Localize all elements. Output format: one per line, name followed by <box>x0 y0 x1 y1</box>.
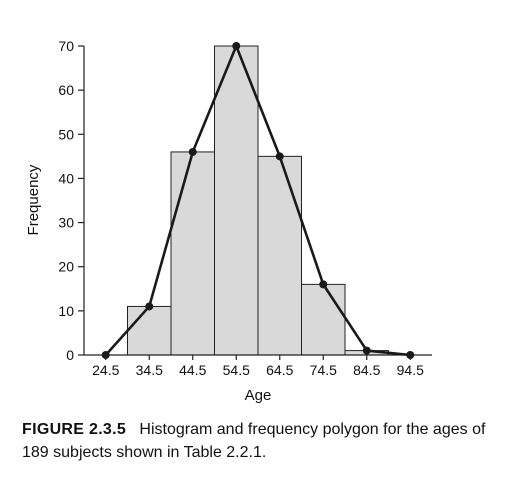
x-tick-label: 94.5 <box>397 362 424 378</box>
y-axis-ticks: 0 10 20 30 40 50 60 70 <box>58 38 84 363</box>
x-axis-label: Age <box>245 387 272 404</box>
polygon-point <box>232 42 241 50</box>
x-tick-label: 44.5 <box>179 362 206 378</box>
y-axis-label: Frequency <box>25 164 42 235</box>
figure-caption: FIGURE 2.3.5 Histogram and frequency pol… <box>22 418 502 464</box>
polygon-point <box>145 302 154 311</box>
polygon-point <box>362 346 371 355</box>
x-axis-ticks: 24.5 34.5 44.5 54.5 64.5 74.5 84.5 94.5 <box>92 355 424 378</box>
polygon-point <box>406 351 415 359</box>
frequency-polygon <box>101 42 415 359</box>
y-tick-label: 0 <box>66 347 74 363</box>
histogram-chart: 0 10 20 30 40 50 60 70 24.5 34.5 44.5 54.5 64.5 74.5… <box>25 38 432 404</box>
histogram-bar-2 <box>170 151 215 356</box>
x-tick-label: 84.5 <box>353 362 380 378</box>
x-tick-label: 74.5 <box>310 362 337 378</box>
figure-caption-text: Histogram and frequency polygon for the … <box>22 421 486 461</box>
figure-number: FIGURE 2.3.5 <box>22 421 127 438</box>
y-tick-label: 70 <box>58 38 74 54</box>
y-tick-label: 20 <box>58 259 74 275</box>
y-tick-label: 40 <box>58 170 74 186</box>
x-tick-label: 54.5 <box>223 362 250 378</box>
polygon-point <box>319 280 328 289</box>
x-tick-label: 64.5 <box>266 362 293 378</box>
histogram-bar-1 <box>127 305 172 356</box>
frequency-polygon-line <box>104 44 411 357</box>
polygon-point <box>101 351 110 359</box>
histogram-bar-5 <box>301 283 346 356</box>
x-tick-label: 34.5 <box>136 362 163 378</box>
y-tick-label: 10 <box>58 303 74 319</box>
polygon-point <box>275 152 284 161</box>
polygon-point <box>188 147 197 156</box>
histogram-bar-3 <box>214 45 259 356</box>
histogram-bars <box>127 45 389 356</box>
histogram-bar-4 <box>257 155 302 356</box>
y-tick-label: 50 <box>58 126 74 142</box>
y-tick-label: 30 <box>58 215 74 231</box>
x-tick-label: 24.5 <box>92 362 119 378</box>
y-tick-label: 60 <box>58 82 74 98</box>
